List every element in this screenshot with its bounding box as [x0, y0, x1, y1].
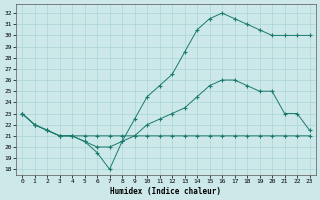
X-axis label: Humidex (Indice chaleur): Humidex (Indice chaleur)	[110, 187, 221, 196]
